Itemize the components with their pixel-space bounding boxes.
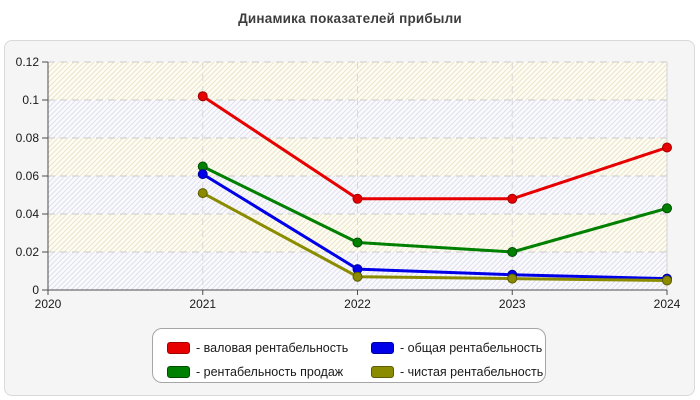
plot-band: [48, 100, 667, 138]
chart-legend: - валовая рентабельность - общая рентабел…: [152, 328, 546, 383]
axes: 0 0.02 0.04 0.06 0.08 0.1 0.12 2020 2021 2022 2023…: [16, 55, 681, 311]
data-point: [662, 203, 672, 214]
x-tick-label: 2023: [499, 297, 526, 311]
data-point: [662, 275, 672, 286]
legend-swatch-icon: [167, 341, 190, 354]
x-tick-label: 2022: [344, 297, 371, 311]
series-rentabelnost-prodazh: [197, 161, 672, 257]
plot-band: [48, 138, 667, 176]
legend-label: - чистая рентабельность: [400, 364, 544, 379]
x-tick-label: 2020: [35, 297, 62, 311]
chart-title: Динамика показателей прибыли: [238, 11, 462, 26]
legend-item-valovaya-rentabelnost: - валовая рентабельность: [167, 337, 371, 358]
series-valovaya-rentabelnost: [197, 91, 672, 204]
data-point: [507, 273, 518, 284]
y-tick-label: 0.12: [16, 55, 40, 69]
y-tick-label: 0.04: [16, 207, 40, 221]
legend-swatch-icon: [371, 341, 394, 354]
data-point: [352, 271, 363, 282]
y-tick-label: 0.1: [22, 93, 39, 107]
data-point: [352, 193, 363, 204]
series-line: [201, 165, 669, 254]
data-point: [197, 169, 208, 180]
legend-swatch-icon: [167, 365, 190, 378]
legend-item-chistaya-rentabelnost: - чистая рентабельность: [371, 361, 545, 382]
legend-item-obshchaya-rentabelnost: - общая рентабельность: [371, 337, 545, 358]
legend-swatch-icon: [371, 365, 394, 378]
y-tick-label: 0.08: [16, 131, 40, 145]
y-tick-label: 0: [32, 283, 39, 297]
y-tick-label: 0.02: [16, 245, 40, 259]
series-line: [201, 94, 669, 201]
series-line: [201, 172, 669, 281]
profit-chart: 0 0.02 0.04 0.06 0.08 0.1 0.12 2020 2021 2022 2023…: [16, 55, 681, 311]
legend-label: - рентабельность продаж: [196, 364, 344, 379]
legend-label: - валовая рентабельность: [196, 340, 349, 355]
data-point: [662, 142, 672, 153]
series-chistaya-rentabelnost: [197, 188, 672, 286]
x-tick-label: 2021: [189, 297, 216, 311]
data-point: [507, 193, 518, 204]
chart-panel: 0 0.02 0.04 0.06 0.08 0.1 0.12 2020 2021 2022 2023…: [4, 40, 695, 396]
legend-item-rentabelnost-prodazh: - рентабельность продаж: [167, 361, 371, 382]
y-tick-label: 0.06: [16, 169, 40, 183]
data-point: [197, 91, 208, 102]
series-line: [201, 191, 669, 282]
data-point: [507, 247, 518, 257]
x-tick-label: 2024: [654, 297, 681, 311]
legend-label: - общая рентабельность: [400, 340, 543, 355]
data-point: [197, 188, 208, 199]
data-point: [352, 237, 363, 248]
